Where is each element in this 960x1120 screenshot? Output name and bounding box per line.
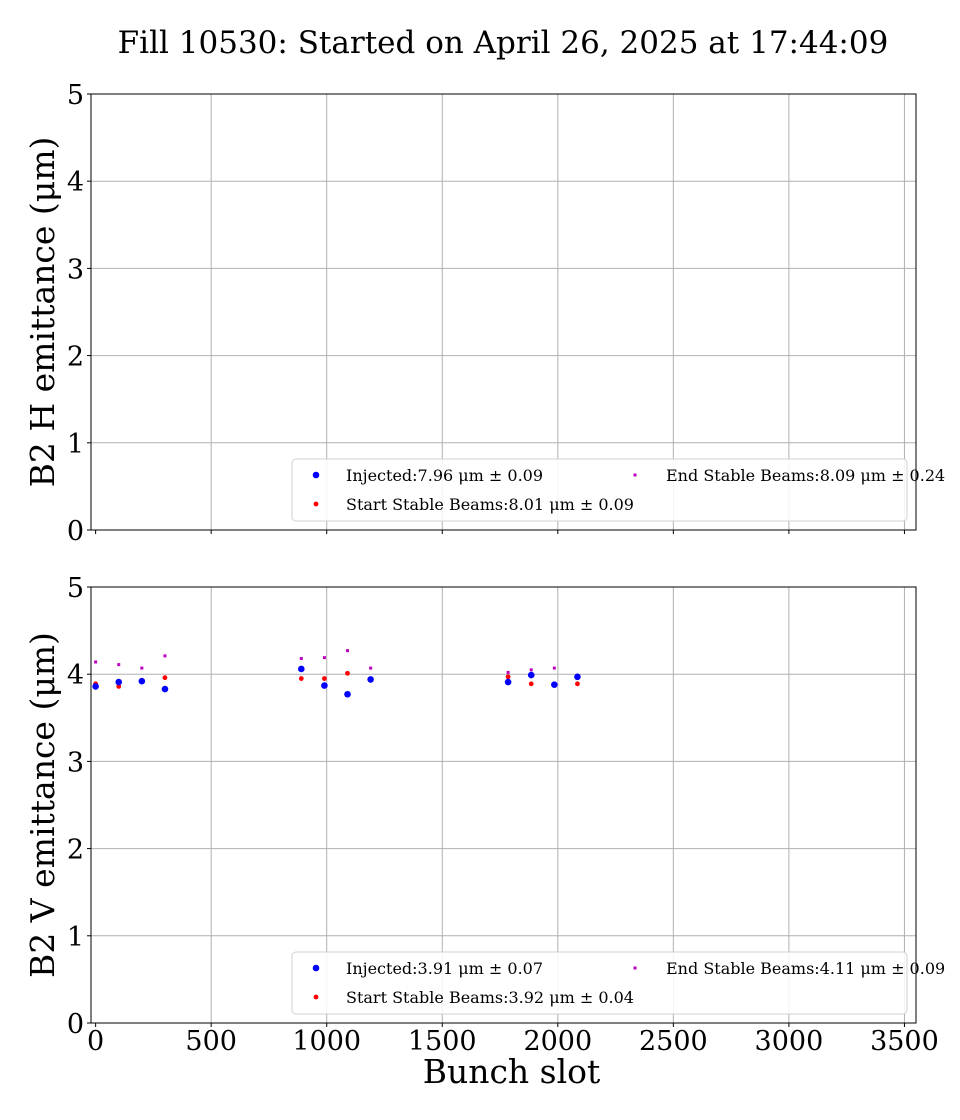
y-axis-label: B2 H emittance (μm) (23, 137, 62, 488)
legend-label: Injected:3.91 μm ± 0.07 (346, 959, 543, 978)
legend-marker (633, 473, 637, 477)
legend-marker (313, 994, 319, 1000)
data-point-end-stable (506, 670, 510, 674)
y-tick-label: 4 (67, 660, 84, 691)
data-point-injected (551, 681, 558, 688)
legend-marker (313, 501, 319, 507)
data-point-injected (115, 678, 123, 686)
legend-marker (312, 964, 320, 972)
legend: Injected:7.96 μm ± 0.09 Start Stable Beam… (291, 458, 945, 522)
data-point-end-stable (140, 666, 144, 670)
data-point-start-stable (322, 676, 327, 681)
data-point-start-stable (298, 676, 304, 681)
legend-label: Injected:7.96 μm ± 0.09 (346, 466, 543, 485)
data-point-injected (574, 673, 581, 681)
y-axis-label: B2 V emittance (μm) (23, 632, 62, 978)
y-tick-label: 3 (67, 254, 84, 285)
y-tick-label: 2 (67, 342, 84, 373)
data-point-end-stable (299, 657, 303, 661)
data-point-start-stable (528, 681, 534, 687)
legend-marker (633, 966, 637, 970)
data-point-start-stable (575, 681, 580, 687)
data-point-end-stable (346, 649, 350, 653)
data-point-injected (161, 685, 169, 693)
data-point-injected (321, 682, 328, 689)
panel-1: 0 1 2 3 4 5B2 H emittance (μm) Injected:7.96 μ… (23, 80, 945, 547)
data-point-end-stable (163, 654, 167, 658)
data-point-injected (138, 677, 146, 685)
y-tick-label: 0 (67, 1009, 84, 1040)
y-tick-label: 4 (67, 167, 84, 198)
data-point-end-stable (322, 656, 326, 660)
y-tick-label: 3 (67, 747, 84, 778)
legend-label: Start Stable Beams:3.92 μm ± 0.04 (346, 988, 634, 1007)
legend-marker (312, 471, 320, 479)
data-point-end-stable (117, 663, 121, 667)
chart-title: Fill 10530: Started on April 26, 2025 at… (118, 25, 889, 61)
data-point-start-stable (505, 674, 511, 680)
data-point-injected (92, 683, 99, 690)
legend: Injected:3.91 μm ± 0.07 Start Stable Beam… (291, 951, 945, 1015)
data-point-injected (297, 665, 305, 673)
data-point-end-stable (529, 668, 533, 672)
x-tick-label: 3500 (870, 1026, 939, 1057)
x-tick-label: 500 (185, 1026, 237, 1057)
y-tick-label: 2 (67, 835, 84, 866)
legend-label: Start Stable Beams:8.01 μm ± 0.09 (346, 495, 634, 514)
x-tick-label: 2500 (639, 1026, 708, 1057)
y-tick-label: 1 (67, 429, 84, 460)
x-tick-label: 0 (87, 1026, 104, 1057)
data-point-start-stable (116, 684, 122, 689)
x-tick-label: 1000 (292, 1026, 361, 1057)
legend-box (291, 951, 908, 1015)
legend-label: End Stable Beams:8.09 μm ± 0.24 (666, 466, 945, 485)
data-point-start-stable (162, 675, 168, 681)
legend-label: End Stable Beams:4.11 μm ± 0.09 (666, 959, 945, 978)
y-tick-label: 5 (67, 80, 84, 111)
data-point-injected (367, 676, 374, 683)
y-tick-label: 5 (67, 573, 84, 604)
data-point-injected (344, 690, 351, 698)
x-tick-label: 1500 (408, 1026, 477, 1057)
plot-frame (90, 93, 917, 531)
data-point-injected (504, 678, 512, 686)
legend-box (291, 458, 908, 522)
data-point-end-stable (369, 666, 373, 670)
data-point-end-stable (94, 660, 98, 664)
y-tick-label: 0 (67, 516, 84, 547)
x-tick-label: 3000 (755, 1026, 824, 1057)
data-point-start-stable (345, 670, 350, 676)
data-point-injected (527, 671, 535, 679)
x-tick-label: 2000 (523, 1026, 592, 1057)
plot-frame (90, 586, 917, 1024)
x-axis-label: Bunch slot (423, 1052, 601, 1091)
data-point-end-stable (552, 666, 556, 670)
y-tick-label: 1 (67, 922, 84, 953)
panel-2: 0 500 1000 1500 2000 2500 3000 3500 0 1 2 3 4 5B2 V e… (23, 573, 945, 1091)
